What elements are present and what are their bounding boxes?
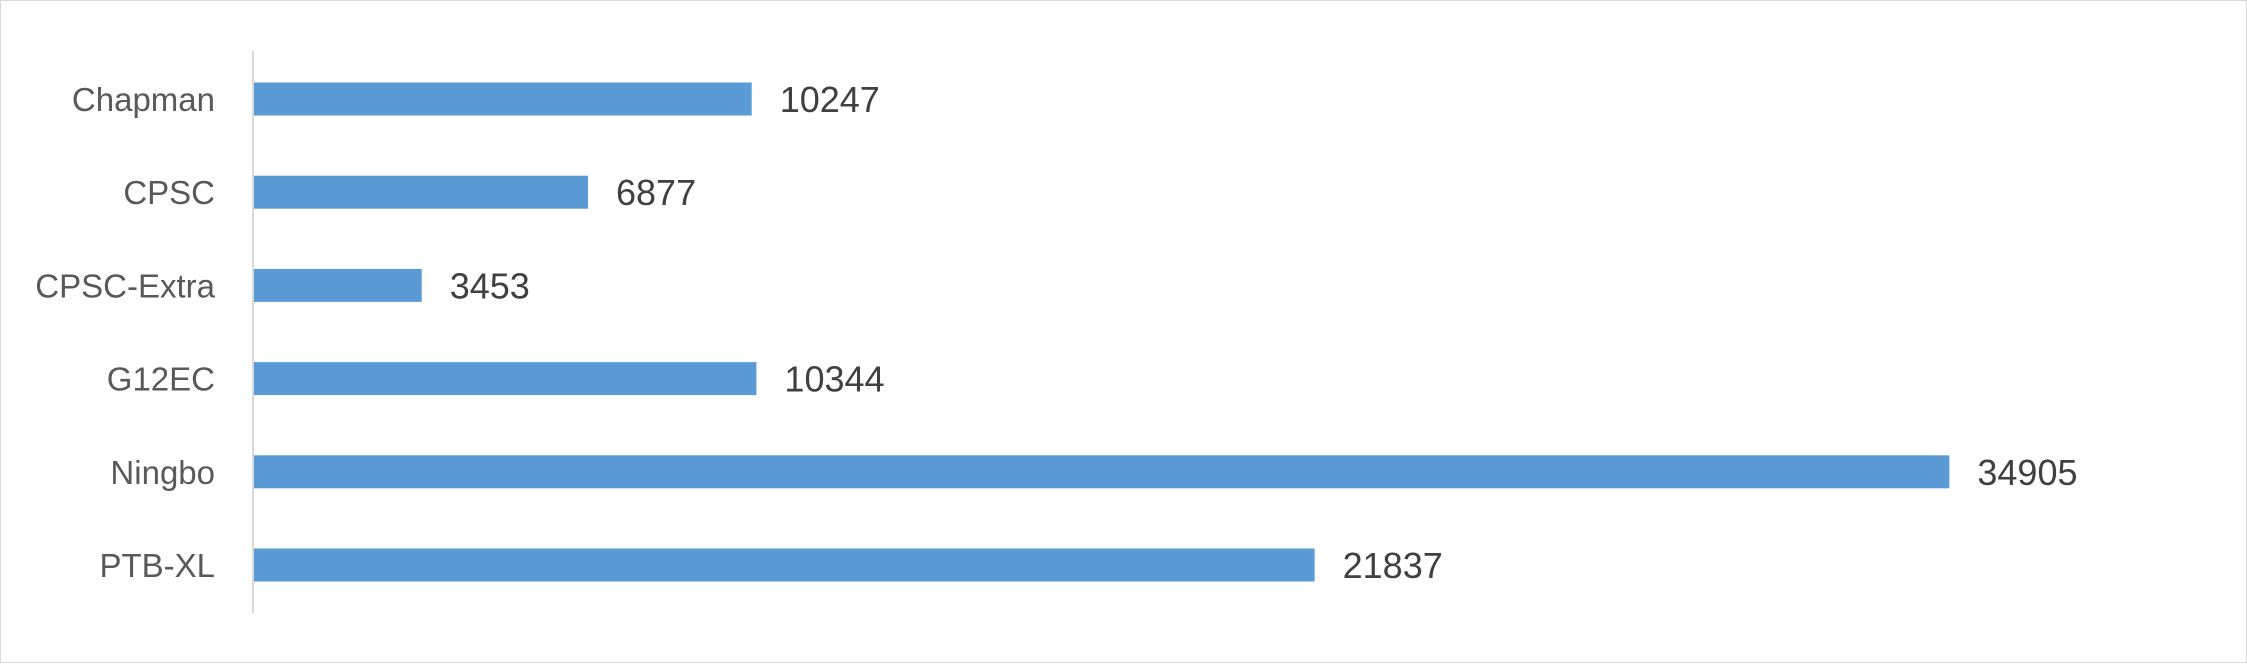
category-label: PTB-XL — [99, 547, 215, 584]
category-label: CPSC — [123, 174, 215, 211]
category-label: CPSC-Extra — [35, 267, 215, 304]
data-label: 21837 — [1343, 545, 1443, 586]
bar-g12ec — [254, 362, 757, 396]
bar-chapman — [254, 82, 752, 116]
data-label: 10344 — [784, 359, 884, 400]
bar-cpsc — [254, 175, 589, 209]
bar-cpsc-extra — [254, 268, 422, 302]
bar-ptb-xl — [254, 548, 1315, 582]
data-label: 34905 — [1977, 452, 2077, 493]
category-label: Ningbo — [110, 454, 215, 491]
data-label: 3453 — [450, 265, 530, 306]
category-label: Chapman — [72, 81, 215, 118]
category-label: G12EC — [107, 361, 215, 398]
category-labels: Chapman CPSC CPSC-Extra G12EC Ningbo PTB-XL — [35, 81, 215, 584]
bar-ningbo — [254, 455, 1950, 489]
data-label: 10247 — [780, 79, 880, 120]
bars-group — [254, 82, 1950, 582]
data-label: 6877 — [616, 172, 696, 213]
value-labels: 10247 6877 3453 10344 34905 21837 — [450, 79, 2078, 586]
